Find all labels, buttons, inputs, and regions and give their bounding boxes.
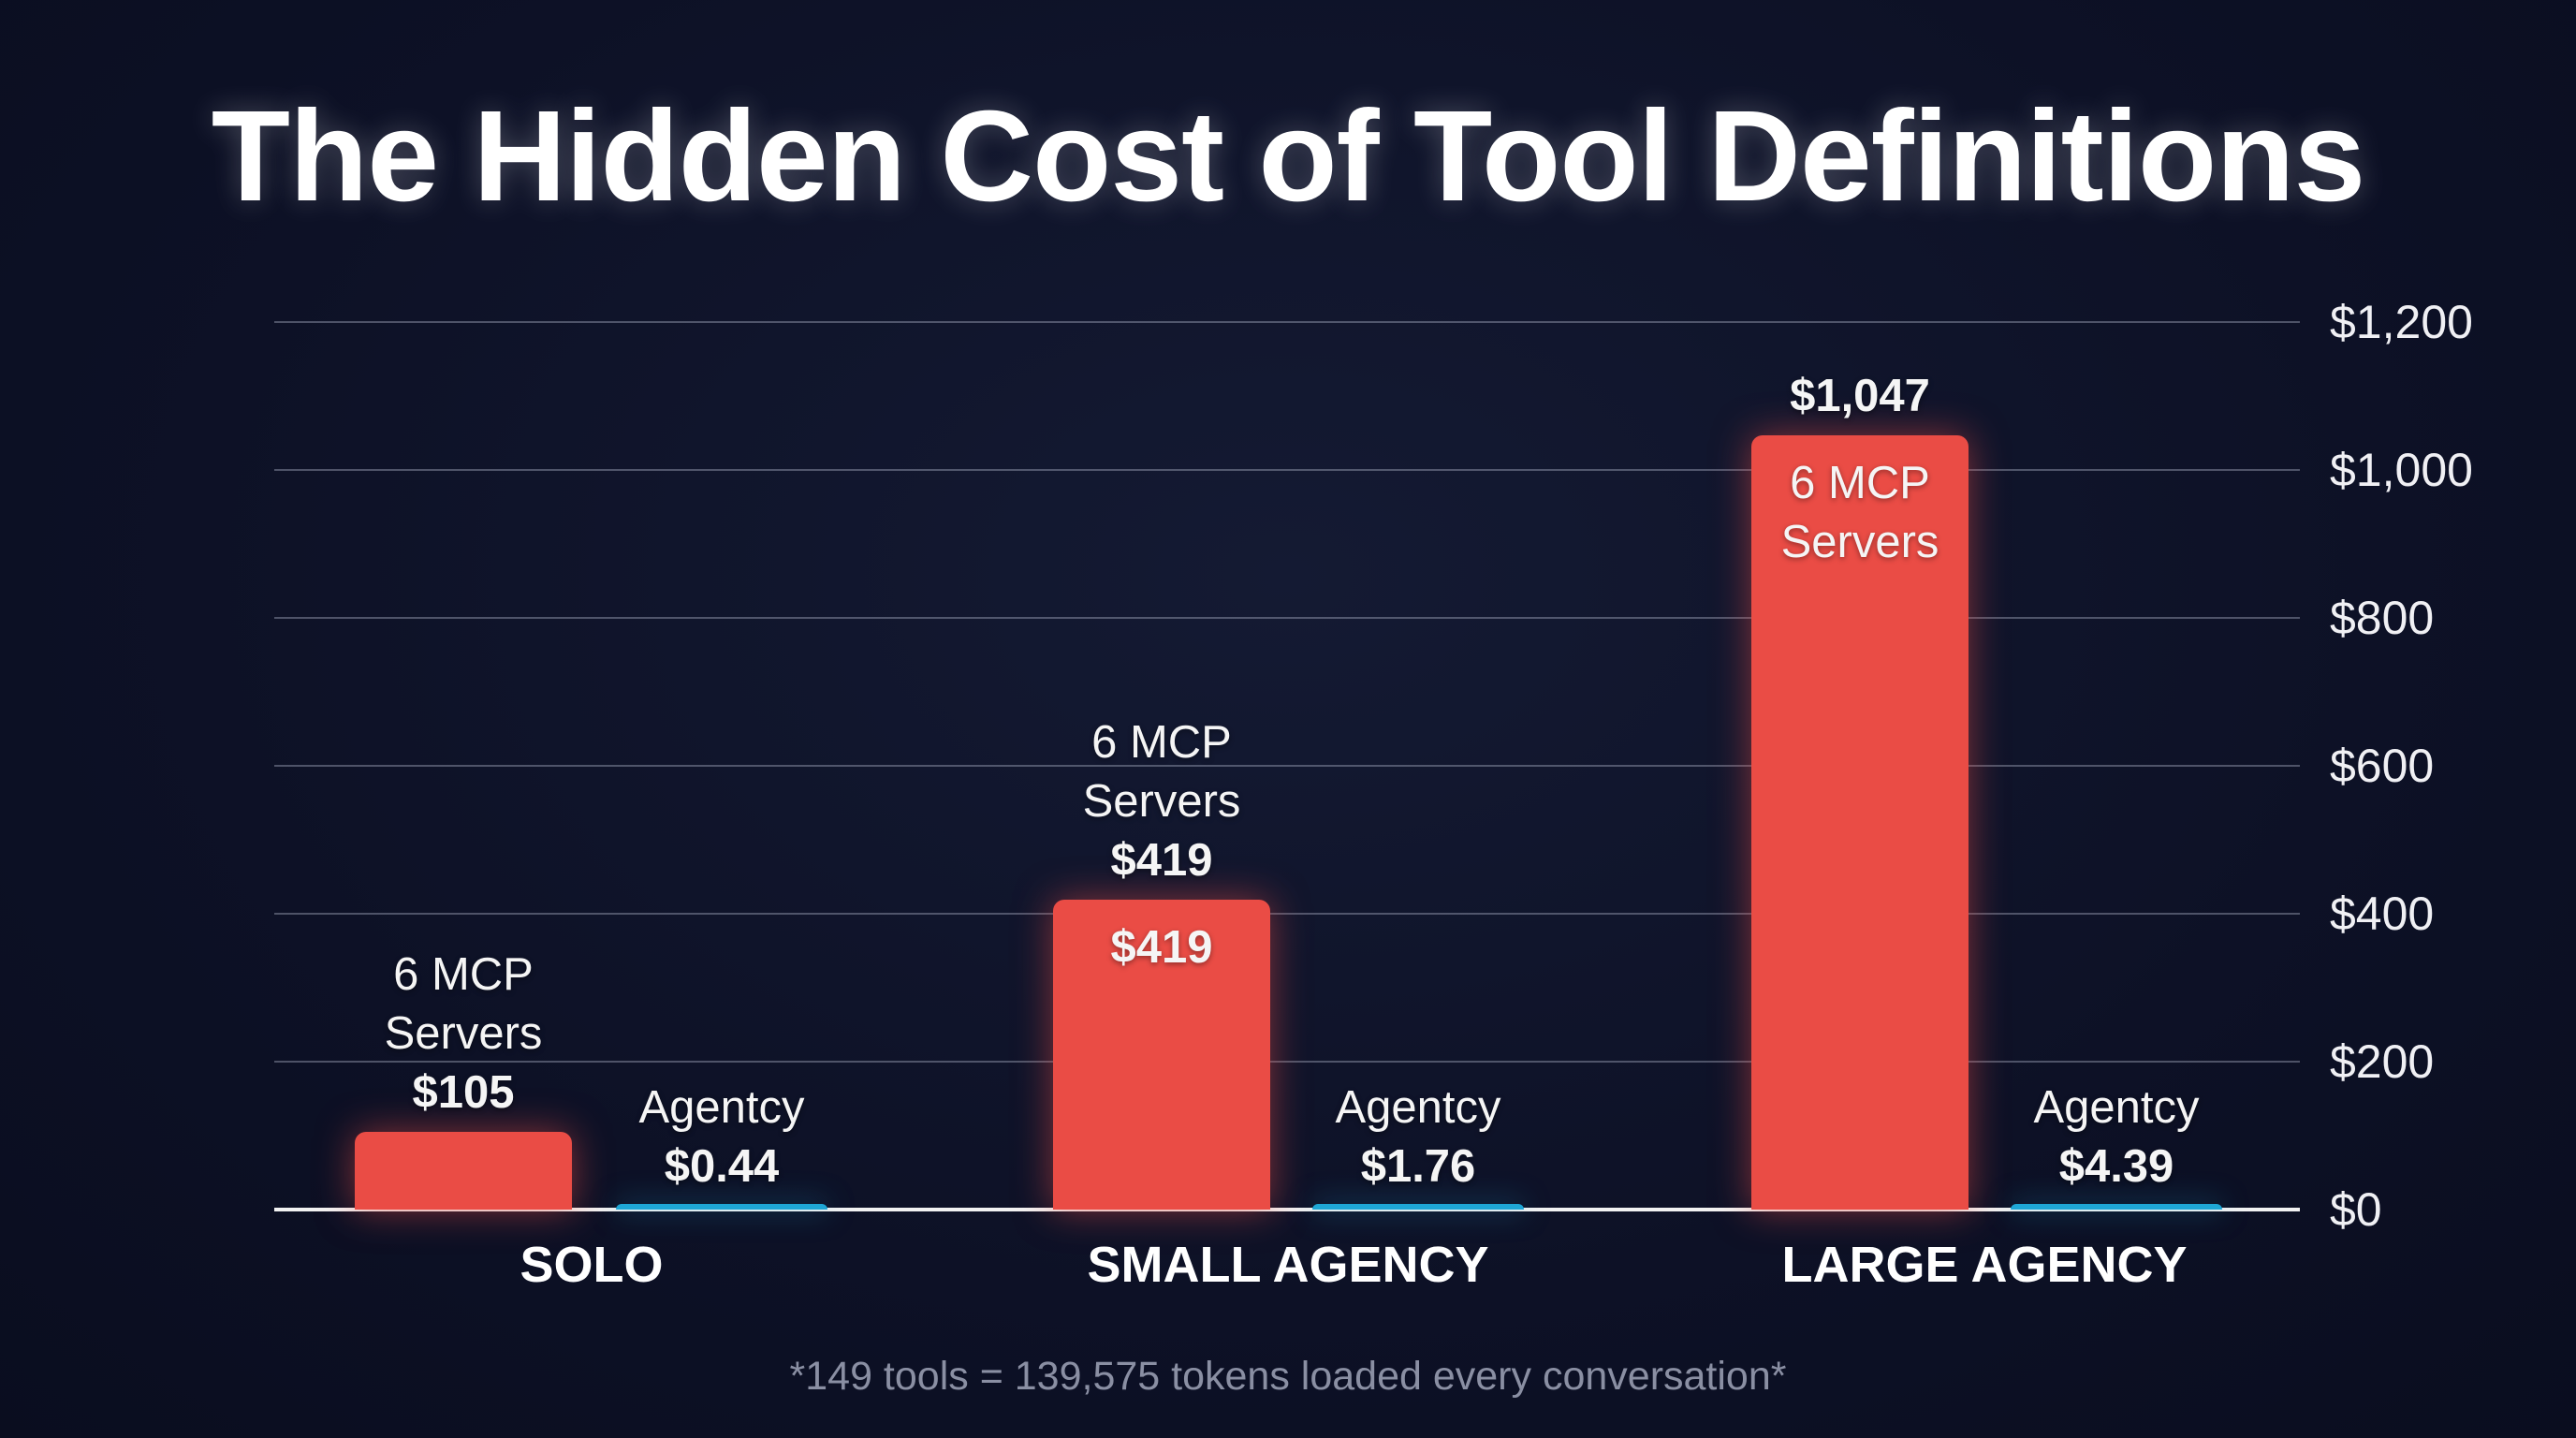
value-label: $1,047 <box>1790 370 1930 421</box>
mcp-label-above: 6 MCP Servers $419 <box>959 713 1364 890</box>
bar-agentcy[interactable] <box>1312 1204 1524 1210</box>
gridline <box>274 1061 2300 1063</box>
series-name-line: Agentcy <box>2033 1082 2200 1133</box>
x-category-label: SMALL AGENCY <box>1087 1237 1489 1293</box>
chart-title: The Hidden Cost of Tool Definitions <box>211 84 2366 228</box>
mcp-label-inside: 6 MCP Servers <box>1751 454 1969 572</box>
agentcy-label: Agentcy $1.76 <box>1256 1078 1580 1196</box>
value-label: $4.39 <box>2058 1141 2174 1192</box>
bar-mcp-servers[interactable] <box>1053 899 1270 1210</box>
y-tick-label: $600 <box>2330 740 2435 792</box>
series-name-line: Servers <box>1082 776 1241 827</box>
value-label: $419 <box>1110 835 1213 886</box>
gridline <box>274 765 2300 767</box>
value-label: $419 <box>1110 921 1213 973</box>
series-name-line: 6 MCP <box>393 949 534 1001</box>
gridline <box>274 913 2300 915</box>
y-tick-label: $200 <box>2330 1035 2435 1088</box>
x-category-label: LARGE AGENCY <box>1781 1237 2188 1293</box>
y-tick-label: $1,000 <box>2330 444 2473 496</box>
value-label: $1.76 <box>1360 1141 1476 1192</box>
x-category-label: SOLO <box>520 1237 664 1293</box>
y-tick-label: $0 <box>2330 1183 2382 1236</box>
gridline <box>274 321 2300 323</box>
series-name-line: 6 MCP <box>1091 717 1232 768</box>
y-tick-label: $400 <box>2330 888 2435 940</box>
value-label: $0.44 <box>664 1141 780 1192</box>
gridline <box>274 469 2300 471</box>
series-name-line: Servers <box>384 1008 543 1060</box>
y-tick-label: $1,200 <box>2330 296 2473 348</box>
series-name-line: Servers <box>1780 516 1939 567</box>
bar-mcp-servers[interactable] <box>355 1132 572 1210</box>
gridline <box>274 617 2300 619</box>
agentcy-label: Agentcy $0.44 <box>560 1078 884 1196</box>
bar-agentcy[interactable] <box>616 1204 827 1210</box>
bar-agentcy[interactable] <box>2011 1204 2222 1210</box>
series-name-line: 6 MCP <box>1790 457 1930 508</box>
x-axis-line <box>274 1208 2300 1211</box>
agentcy-label: Agentcy $4.39 <box>1954 1078 2278 1196</box>
series-name-line: Agentcy <box>638 1082 805 1133</box>
mcp-label-above: 6 MCP Servers $105 <box>261 946 666 1123</box>
value-label: $105 <box>412 1067 515 1119</box>
series-name-line: Agentcy <box>1335 1082 1501 1133</box>
bar-mcp-servers[interactable] <box>1751 434 1969 1210</box>
mcp-label-above: $1,047 <box>1658 367 2062 426</box>
footnote: *149 tools = 139,575 tokens loaded every… <box>789 1354 1787 1399</box>
y-tick-label: $800 <box>2330 592 2435 644</box>
mcp-label-inside: $419 <box>1053 918 1270 977</box>
